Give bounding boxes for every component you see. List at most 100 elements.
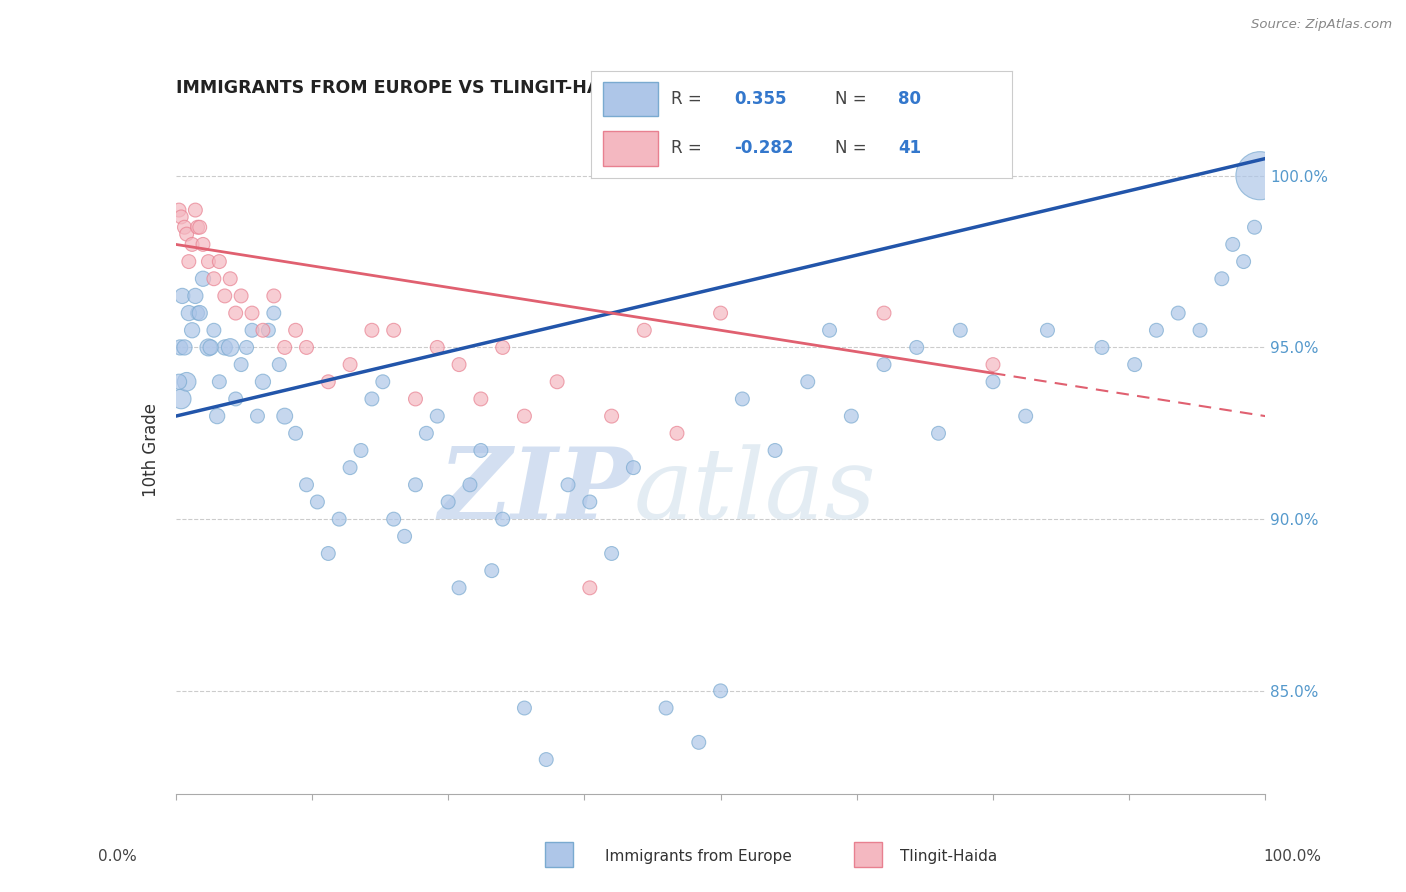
Point: [1189, 323, 1212, 337]
Point: [621, 460, 644, 475]
Point: [579, 581, 602, 595]
Point: [534, 753, 557, 767]
Point: [252, 323, 274, 337]
Point: [225, 392, 247, 406]
Point: [202, 323, 225, 337]
Point: [371, 375, 394, 389]
Point: [225, 306, 247, 320]
Point: [447, 581, 470, 595]
Point: [167, 375, 190, 389]
Text: 0.0%: 0.0%: [98, 849, 138, 863]
Point: [841, 409, 863, 423]
Point: [328, 512, 350, 526]
Point: [284, 426, 307, 441]
Point: [1167, 306, 1189, 320]
Point: [1015, 409, 1038, 423]
Text: R =: R =: [671, 90, 702, 108]
Bar: [546, 842, 574, 867]
Point: [246, 409, 269, 423]
Point: [579, 495, 602, 509]
Point: [797, 375, 820, 389]
Point: [188, 220, 211, 235]
Point: [214, 340, 236, 354]
Text: atlas: atlas: [633, 444, 876, 540]
Point: [382, 323, 405, 337]
Point: [1249, 169, 1271, 183]
Point: [382, 512, 405, 526]
Point: [263, 306, 285, 320]
Point: [546, 375, 568, 389]
Point: [169, 340, 191, 354]
Point: [415, 426, 437, 441]
Point: [318, 546, 340, 560]
Point: [1243, 220, 1265, 235]
Point: [557, 477, 579, 491]
Point: [710, 306, 733, 320]
Point: [492, 340, 515, 354]
Point: [269, 358, 291, 372]
Point: [688, 735, 710, 749]
Point: [905, 340, 928, 354]
Point: [184, 289, 207, 303]
Text: Tlingit-Haida: Tlingit-Haida: [900, 849, 997, 863]
Point: [339, 460, 361, 475]
Point: [173, 340, 195, 354]
Point: [184, 202, 207, 217]
Point: [928, 426, 950, 441]
Point: [181, 323, 204, 337]
Text: 0.355: 0.355: [734, 90, 786, 108]
Point: [240, 323, 263, 337]
Point: [513, 701, 536, 715]
Point: [208, 375, 231, 389]
Point: [205, 409, 228, 423]
Point: [1222, 237, 1244, 252]
Point: [214, 289, 236, 303]
Point: [191, 237, 214, 252]
Point: [274, 409, 297, 423]
Point: [949, 323, 972, 337]
Point: [470, 443, 492, 458]
Point: [873, 358, 896, 372]
Point: [655, 701, 678, 715]
Point: [731, 392, 754, 406]
Point: [600, 546, 623, 560]
Point: [186, 220, 209, 235]
Point: [191, 271, 214, 285]
Point: [1233, 254, 1256, 268]
Point: [197, 254, 219, 268]
Point: [1146, 323, 1168, 337]
Text: ZIP: ZIP: [439, 443, 633, 540]
Point: [167, 202, 190, 217]
Point: [1211, 271, 1233, 285]
Point: [361, 392, 384, 406]
Text: 41: 41: [898, 139, 921, 157]
Point: [176, 227, 198, 241]
Point: [208, 254, 231, 268]
Point: [219, 271, 242, 285]
Text: 80: 80: [898, 90, 921, 108]
Point: [318, 375, 340, 389]
Text: R =: R =: [671, 139, 702, 157]
Point: [1123, 358, 1146, 372]
Point: [173, 220, 195, 235]
Text: N =: N =: [835, 139, 866, 157]
Bar: [855, 842, 883, 867]
Point: [1036, 323, 1059, 337]
Point: [170, 210, 193, 224]
Point: [177, 306, 200, 320]
Point: [177, 254, 200, 268]
Point: [231, 358, 253, 372]
Point: [405, 392, 427, 406]
Point: [339, 358, 361, 372]
Point: [186, 306, 209, 320]
Text: -0.282: -0.282: [734, 139, 793, 157]
Point: [361, 323, 384, 337]
Text: 100.0%: 100.0%: [1264, 849, 1322, 863]
Point: [295, 477, 318, 491]
Point: [981, 375, 1004, 389]
Point: [350, 443, 373, 458]
Point: [426, 409, 449, 423]
Bar: [603, 131, 658, 166]
Point: [492, 512, 515, 526]
Point: [295, 340, 318, 354]
